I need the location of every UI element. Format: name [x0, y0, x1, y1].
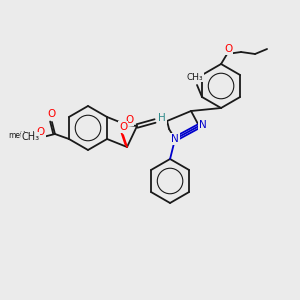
- Text: O: O: [224, 44, 232, 54]
- Text: methyl: methyl: [9, 131, 35, 140]
- Text: N: N: [171, 134, 179, 144]
- Text: CH₃: CH₃: [22, 132, 40, 142]
- Text: CH₃: CH₃: [187, 73, 203, 82]
- Text: H: H: [158, 113, 166, 123]
- Text: O: O: [37, 127, 45, 137]
- Text: O: O: [48, 109, 56, 119]
- Text: N: N: [199, 120, 207, 130]
- Text: O: O: [125, 115, 133, 125]
- Text: O: O: [119, 122, 127, 132]
